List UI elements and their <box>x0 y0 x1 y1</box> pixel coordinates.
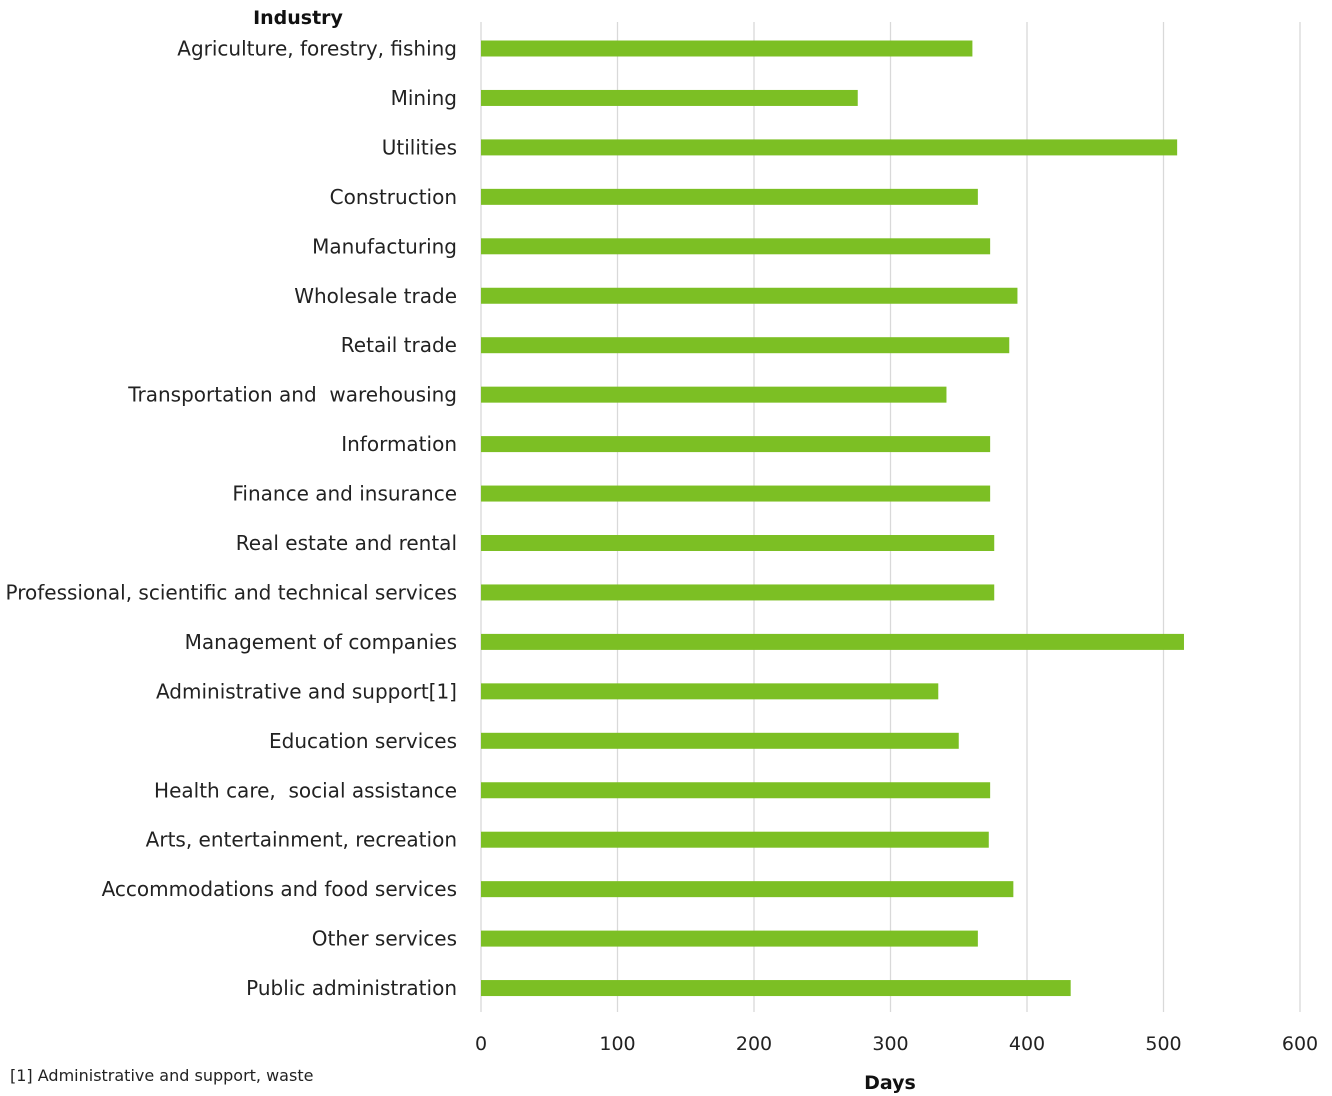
bar <box>481 40 973 57</box>
bar <box>481 337 1010 354</box>
bar <box>481 89 858 106</box>
x-tick-labels: 0 100 200 300 400 500 600 <box>475 1033 1318 1055</box>
x-axis-title: Days <box>864 1072 916 1094</box>
category-label: Retail trade <box>341 333 457 357</box>
category-label: Information <box>341 432 457 456</box>
bar <box>481 238 991 255</box>
category-label: Manufacturing <box>312 234 457 258</box>
category-label: Agriculture, forestry, fishing <box>177 37 457 61</box>
bar <box>481 683 939 700</box>
y-column-title: Industry <box>253 7 343 29</box>
category-labels: Agriculture, forestry, fishing Mining Util… <box>6 37 457 1001</box>
bar <box>481 980 1071 997</box>
x-tick-label: 0 <box>475 1033 487 1055</box>
bar <box>481 287 1018 304</box>
category-label: Public administration <box>246 976 457 1000</box>
footnote: [1] Administrative and support, waste <box>10 1066 314 1085</box>
bar <box>481 436 991 453</box>
x-tick-label: 300 <box>872 1033 908 1055</box>
bar <box>481 881 1014 898</box>
category-label: Real estate and rental <box>236 531 457 555</box>
category-label: Management of companies <box>185 630 457 654</box>
category-label: Health care, social assistance <box>154 778 457 802</box>
bar <box>481 782 991 799</box>
x-tick-label: 600 <box>1282 1033 1318 1055</box>
bar <box>481 485 991 502</box>
category-label: Utilities <box>382 135 457 159</box>
category-label: Education services <box>269 729 457 753</box>
category-label: Construction <box>330 185 457 209</box>
category-label: Arts, entertainment, recreation <box>146 828 457 852</box>
category-label: Other services <box>312 927 457 951</box>
category-label: Finance and insurance <box>232 482 457 506</box>
bars <box>481 40 1184 997</box>
bar <box>481 139 1178 156</box>
gridlines <box>480 22 1301 1012</box>
category-label: Mining <box>391 86 457 110</box>
category-label: Wholesale trade <box>294 284 457 308</box>
category-label: Accommodations and food services <box>102 877 457 901</box>
bar <box>481 535 995 551</box>
bar <box>481 732 959 749</box>
bar <box>481 386 947 403</box>
bar <box>481 831 989 848</box>
category-label: Professional, scientific and technical s… <box>6 580 457 604</box>
bar <box>481 930 978 947</box>
bar <box>481 633 1184 650</box>
x-tick-label: 500 <box>1145 1033 1181 1055</box>
x-tick-label: 200 <box>736 1033 772 1055</box>
category-label: Administrative and support[1] <box>156 679 457 703</box>
bar <box>481 188 978 205</box>
x-tick-label: 400 <box>1009 1033 1045 1055</box>
category-label: Transportation and warehousing <box>127 383 457 407</box>
bar <box>481 584 995 601</box>
x-tick-label: 100 <box>599 1033 635 1055</box>
